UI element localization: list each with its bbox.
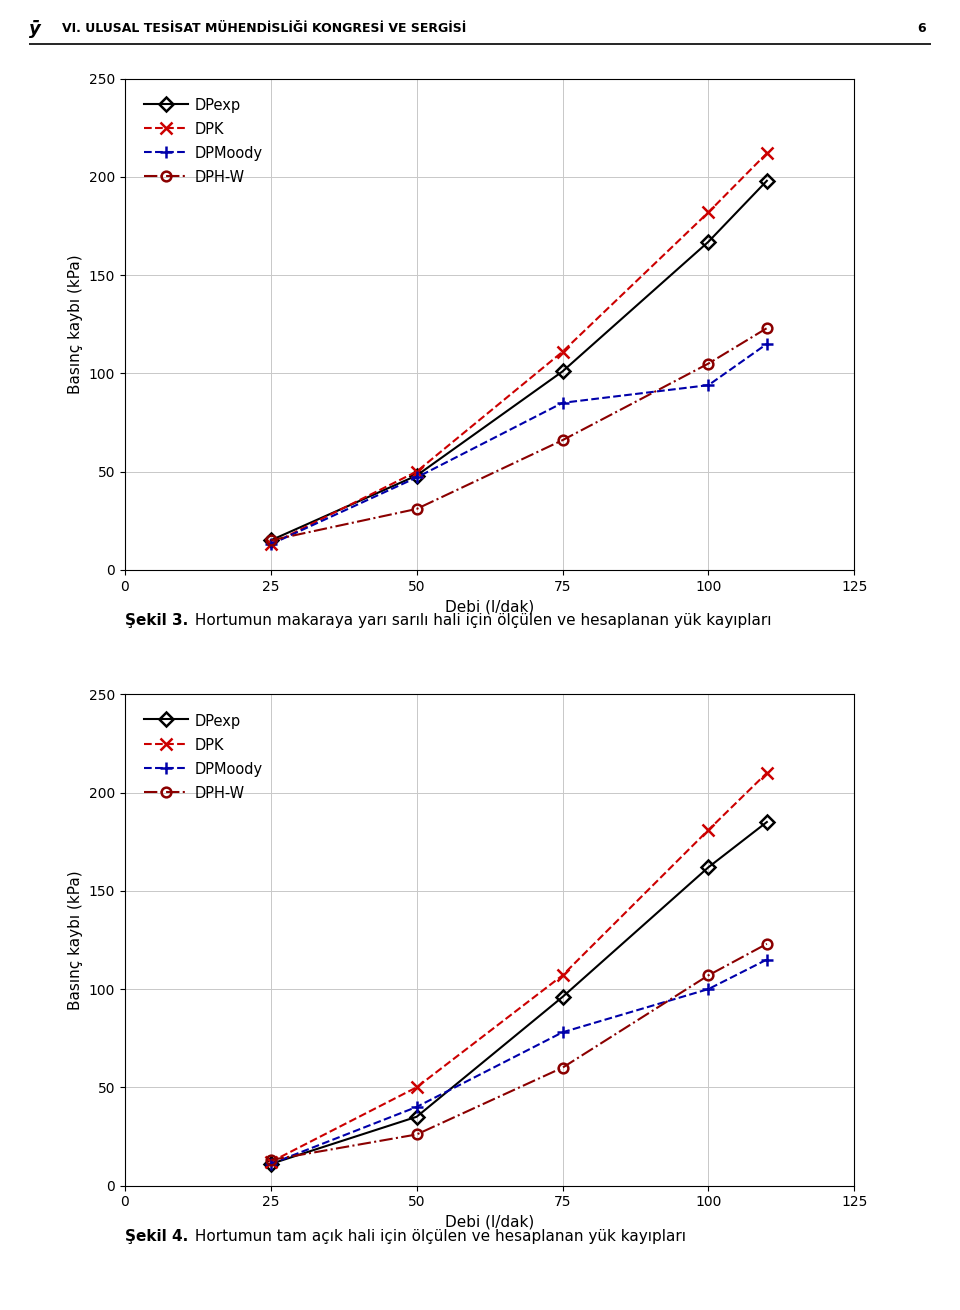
DPK — [265, 537, 276, 553]
DPH-W — [557, 1060, 568, 1076]
DPH-W — [703, 356, 714, 372]
DPH-W — [411, 1127, 422, 1142]
Text: Hortumun makaraya yarı sarılı hali için ölçülen ve hesaplanan yük kayıpları: Hortumun makaraya yarı sarılı hali için … — [190, 613, 772, 627]
DPK — [411, 464, 422, 479]
DPK — [557, 345, 568, 360]
DPK — [761, 765, 773, 781]
DPH-W — [761, 321, 773, 337]
Text: Şekil 4.: Şekil 4. — [125, 1229, 188, 1243]
DPK — [265, 1154, 276, 1170]
DPMoody — [557, 1024, 568, 1040]
DPexp — [557, 989, 568, 1005]
Text: Hortumun tam açık hali için ölçülen ve hesaplanan yük kayıpları: Hortumun tam açık hali için ölçülen ve h… — [190, 1229, 686, 1243]
DPexp — [703, 234, 714, 250]
DPexp — [761, 173, 773, 189]
DPK — [761, 145, 773, 161]
Y-axis label: Basınç kaybı (kPa): Basınç kaybı (kPa) — [68, 870, 84, 1010]
DPMoody — [265, 537, 276, 553]
Line: DPK: DPK — [264, 147, 773, 550]
DPH-W — [411, 502, 422, 517]
DPK — [703, 204, 714, 220]
Line: DPH-W: DPH-W — [266, 939, 772, 1165]
Line: DPexp: DPexp — [266, 817, 772, 1169]
DPexp — [265, 532, 276, 548]
Line: DPMoody: DPMoody — [264, 338, 773, 550]
DPexp — [761, 815, 773, 831]
DPMoody — [703, 377, 714, 393]
DPMoody — [411, 1099, 422, 1115]
DPMoody — [761, 951, 773, 967]
Text: 6: 6 — [917, 22, 925, 35]
Line: DPexp: DPexp — [266, 176, 772, 545]
DPexp — [411, 1108, 422, 1124]
DPMoody — [265, 1155, 276, 1171]
DPMoody — [703, 981, 714, 997]
DPH-W — [265, 1153, 276, 1169]
Text: Şekil 3.: Şekil 3. — [125, 613, 188, 627]
DPexp — [557, 363, 568, 380]
Line: DPMoody: DPMoody — [264, 954, 773, 1170]
DPK — [703, 823, 714, 838]
Legend: DPexp, DPK, DPMoody, DPH-W: DPexp, DPK, DPMoody, DPH-W — [132, 702, 275, 812]
DPMoody — [761, 335, 773, 351]
X-axis label: Debi (l/dak): Debi (l/dak) — [445, 1214, 534, 1230]
Legend: DPexp, DPK, DPMoody, DPH-W: DPexp, DPK, DPMoody, DPH-W — [132, 86, 275, 196]
Line: DPK: DPK — [264, 766, 773, 1169]
DPH-W — [761, 935, 773, 951]
DPH-W — [557, 432, 568, 448]
DPMoody — [557, 396, 568, 411]
DPMoody — [411, 470, 422, 486]
DPH-W — [265, 532, 276, 548]
Text: VI. ULUSAL TESİSAT MÜHENDİSLİĞİ KONGRESİ VE SERGİSİ: VI. ULUSAL TESİSAT MÜHENDİSLİĞİ KONGRESİ… — [62, 22, 467, 35]
Text: ȳ: ȳ — [29, 20, 40, 38]
Line: DPH-W: DPH-W — [266, 324, 772, 545]
DPexp — [411, 468, 422, 483]
X-axis label: Debi (l/dak): Debi (l/dak) — [445, 599, 534, 614]
DPH-W — [703, 967, 714, 982]
DPK — [411, 1079, 422, 1095]
DPexp — [703, 859, 714, 875]
DPK — [557, 967, 568, 982]
DPexp — [265, 1155, 276, 1171]
Y-axis label: Basınç kaybı (kPa): Basınç kaybı (kPa) — [68, 254, 84, 394]
